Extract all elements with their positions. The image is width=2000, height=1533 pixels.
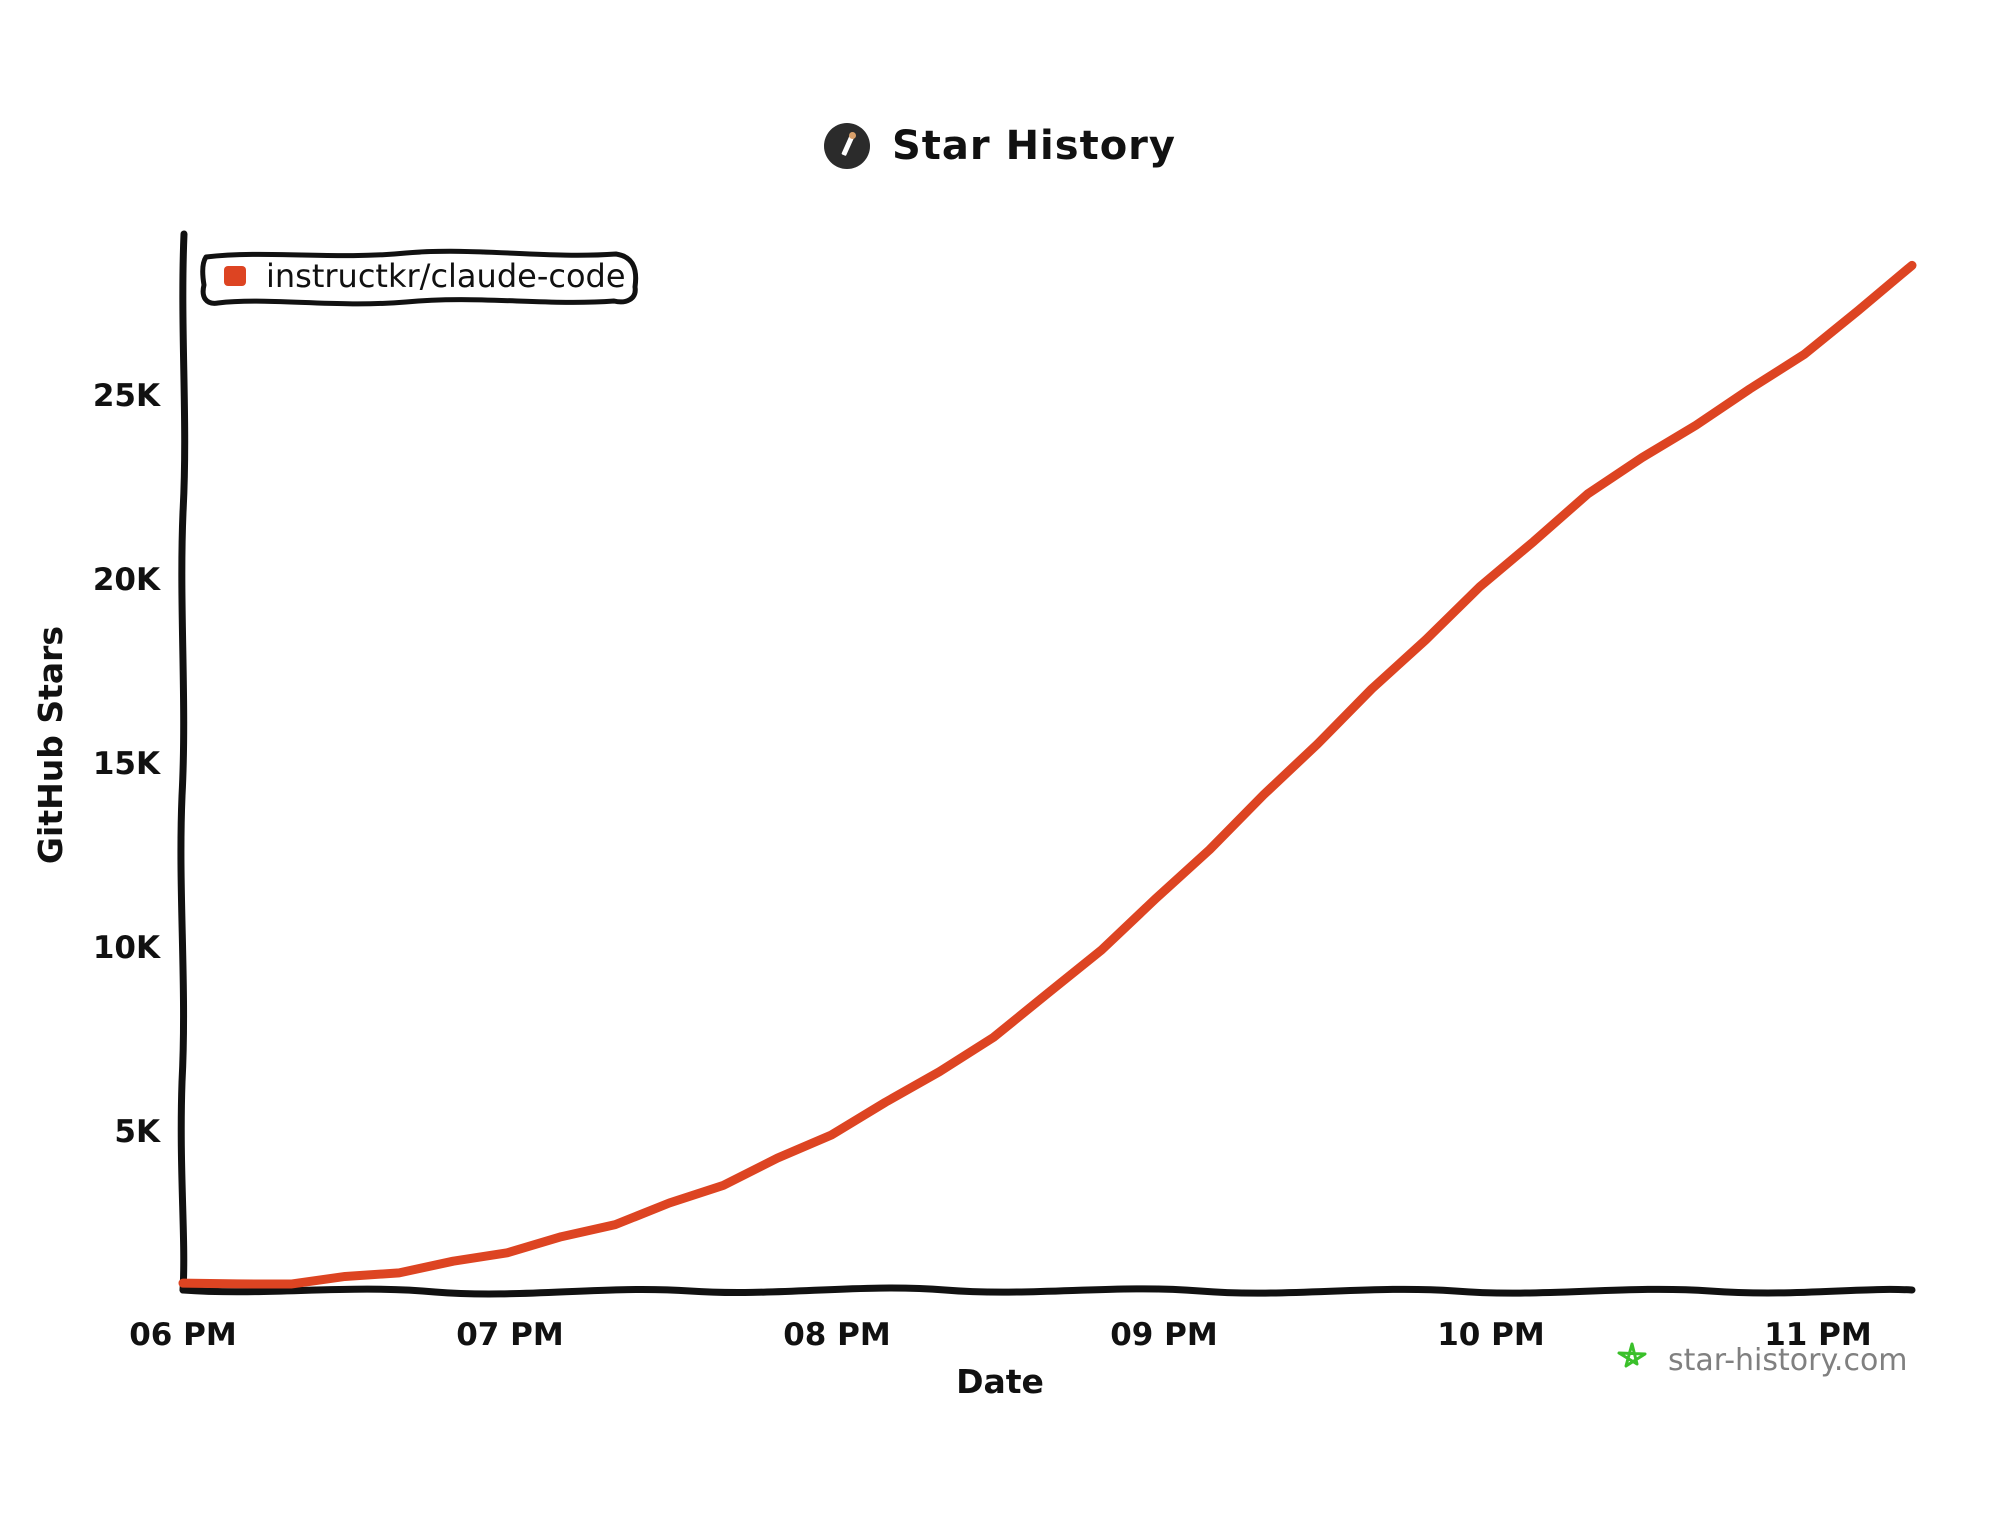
y-tick-label-5k: 5K [114,1114,161,1150]
series-line-instructkr-claude-code [178,260,1917,1289]
watermark[interactable]: star-history.com [1612,1340,1908,1380]
y-tick-label-20k: 20K [93,562,161,598]
x-tick-label-10pm: 10 PM [1437,1317,1545,1353]
legend-item-label: instructkr/claude-code [266,257,626,295]
x-axis-title: Date [956,1362,1044,1401]
y-tick-label-15k: 15K [93,746,161,782]
y-axis-line [177,230,189,1294]
x-tick-label-06pm: 06 PM [129,1317,237,1353]
x-axis-line [179,1284,1916,1298]
legend-frame [200,248,639,307]
y-tick-label-25k: 25K [93,378,161,414]
watermark-label: star-history.com [1668,1342,1908,1378]
y-axis-title: GitHub Stars [31,626,70,864]
chart-legend[interactable]: instructkr/claude-code [196,243,644,309]
star-icon [1617,1342,1647,1368]
x-tick-label-07pm: 07 PM [456,1317,564,1353]
legend-swatch-icon [224,266,246,286]
x-tick-label-08pm: 08 PM [783,1317,891,1353]
x-tick-label-11pm: 11 PM [1764,1317,1872,1353]
x-tick-label-09pm: 09 PM [1110,1317,1218,1353]
y-tick-label-10k: 10K [93,930,161,966]
